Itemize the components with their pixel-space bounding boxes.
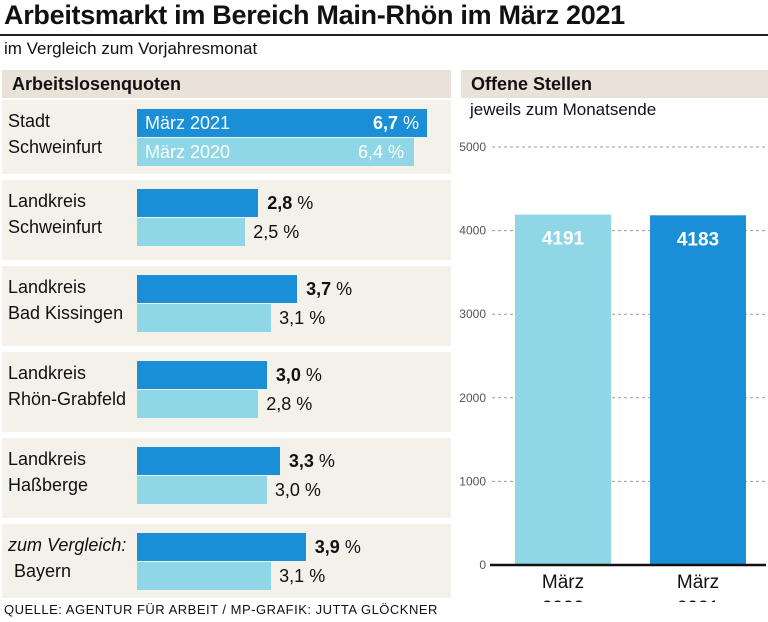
- value-label-2021: 2,8 %: [267, 193, 314, 213]
- bar-offene-stellen: [650, 215, 746, 565]
- region-label-line1: zum Vergleich:: [8, 535, 127, 555]
- legend-label-2021: März 2021: [145, 113, 231, 133]
- value-label-2020: 2,5 %: [253, 222, 300, 242]
- y-tick-label: 5000: [459, 140, 486, 154]
- jobs-chart: 0 1000 2000 3000 4000 5000 4191 März 2020 4183 Mär…: [459, 140, 766, 602]
- source-note: QUELLE: AGENTUR FÜR ARBEIT / MP-GRAFIK: …: [4, 602, 438, 617]
- value-label-2020: 6,4 %: [357, 142, 405, 162]
- chart-subtitle: im Vergleich zum Vorjahresmonat: [4, 39, 258, 58]
- chart-title: Arbeitsmarkt im Bereich Main-Rhön im Mär…: [4, 0, 625, 30]
- value-label-2021: 6,7 %: [372, 113, 419, 133]
- region-label-line1: Landkreis: [8, 363, 87, 383]
- jobs-subtitle: jeweils zum Monatsende: [470, 100, 657, 119]
- value-label-2021: 3,0 %: [275, 365, 322, 385]
- legend-label-2020: März 2020: [145, 142, 231, 162]
- x-tick-label: 2021: [677, 598, 719, 602]
- bar-offene-stellen: [515, 214, 611, 566]
- bar-maerz-2020: [137, 390, 259, 418]
- value-label-2021: 3,3 %: [288, 451, 335, 471]
- region-label-line1: Landkreis: [8, 191, 87, 211]
- y-tick-label: 2000: [459, 391, 486, 405]
- x-tick-label: 2020: [542, 598, 584, 602]
- jobs-header: Offene Stellen: [461, 70, 768, 98]
- value-label-2021: 3,9 %: [314, 537, 361, 557]
- value-label-2020: 3,1 %: [279, 308, 326, 328]
- region-label-line2: Bayern: [14, 561, 72, 581]
- title-rule: [0, 34, 768, 36]
- bar-maerz-2020: [137, 562, 272, 590]
- y-tick-label: 1000: [459, 474, 486, 488]
- region-label-line2: Bad Kissingen: [8, 303, 124, 323]
- bar-maerz-2021: [137, 109, 427, 137]
- bar-maerz-2021: [137, 275, 298, 303]
- region-label-line1: Stadt: [8, 111, 51, 131]
- y-tick-label: 3000: [459, 307, 486, 321]
- bar-maerz-2020: [137, 304, 272, 332]
- region-label-line1: Landkreis: [8, 449, 87, 469]
- rates-header: Arbeitslosenquoten: [2, 70, 451, 98]
- bar-value-label: 4183: [677, 229, 719, 250]
- bar-maerz-2021: [137, 447, 280, 475]
- x-tick-label: März: [542, 572, 584, 593]
- bar-maerz-2021: [137, 533, 306, 561]
- region-label-line2: Schweinfurt: [8, 137, 103, 157]
- region-label-line2: Haßberge: [8, 475, 89, 495]
- region-label-line2: Rhön-Grabfeld: [8, 389, 127, 409]
- bar-maerz-2021: [137, 361, 267, 389]
- value-label-2020: 3,0 %: [274, 480, 321, 500]
- value-label-2021: 3,7 %: [306, 279, 353, 299]
- value-label-2020: 2,8 %: [266, 394, 313, 414]
- bar-value-label: 4191: [542, 229, 585, 250]
- y-tick-label: 4000: [459, 224, 486, 238]
- region-label-line1: Landkreis: [8, 277, 87, 297]
- bar-maerz-2020: [137, 218, 246, 246]
- region-label-line2: Schweinfurt: [8, 217, 103, 237]
- value-label-2020: 3,1 %: [279, 566, 326, 586]
- bar-maerz-2020: [137, 476, 267, 504]
- bar-maerz-2020: [137, 138, 414, 166]
- y-tick-label: 0: [479, 558, 486, 572]
- bar-maerz-2021: [137, 189, 259, 217]
- x-tick-label: März: [677, 572, 719, 593]
